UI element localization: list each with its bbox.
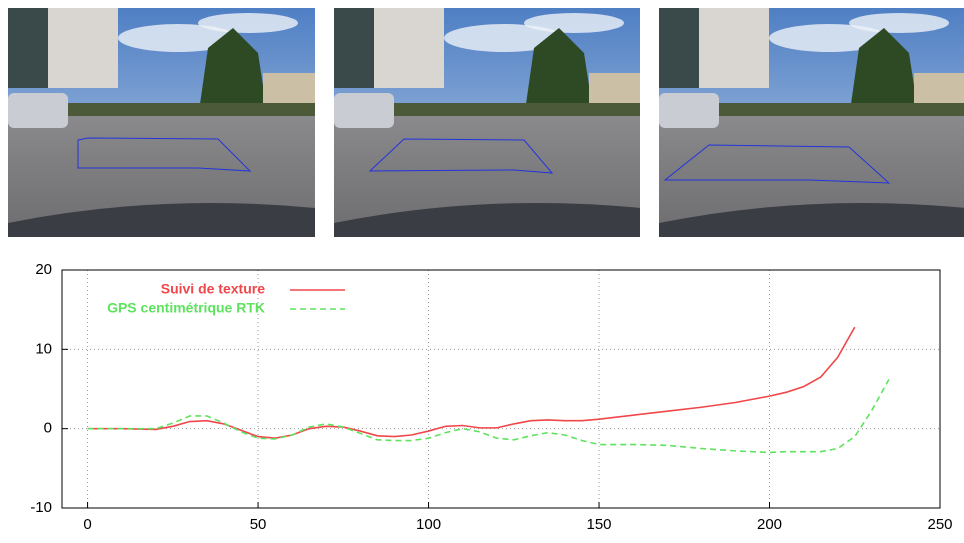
photo: [8, 8, 315, 237]
legend-label: Suivi de texture: [161, 281, 265, 297]
photo: [334, 8, 640, 237]
y-tick-label: 20: [35, 261, 52, 278]
y-tick-label: 10: [35, 340, 52, 357]
y-tick-label: -10: [30, 499, 52, 516]
x-tick-label: 250: [927, 516, 952, 533]
x-tick-label: 100: [416, 516, 441, 533]
y-tick-label: 0: [44, 420, 52, 437]
x-tick-label: 150: [587, 516, 612, 533]
data-line: [87, 326, 856, 439]
x-tick-label: 200: [757, 516, 782, 533]
x-tick-label: 0: [83, 516, 91, 533]
chart: 0 50 100 150 200 250 -10 0 10 20 Suivi de texture G…: [30, 261, 952, 533]
plot-frame: [61, 269, 941, 509]
data-line: [87, 379, 890, 454]
x-tick-label: 50: [250, 516, 267, 533]
photo: [659, 8, 964, 237]
camera-photos: [8, 8, 964, 237]
legend-label: GPS centimétrique RTK: [107, 300, 265, 316]
